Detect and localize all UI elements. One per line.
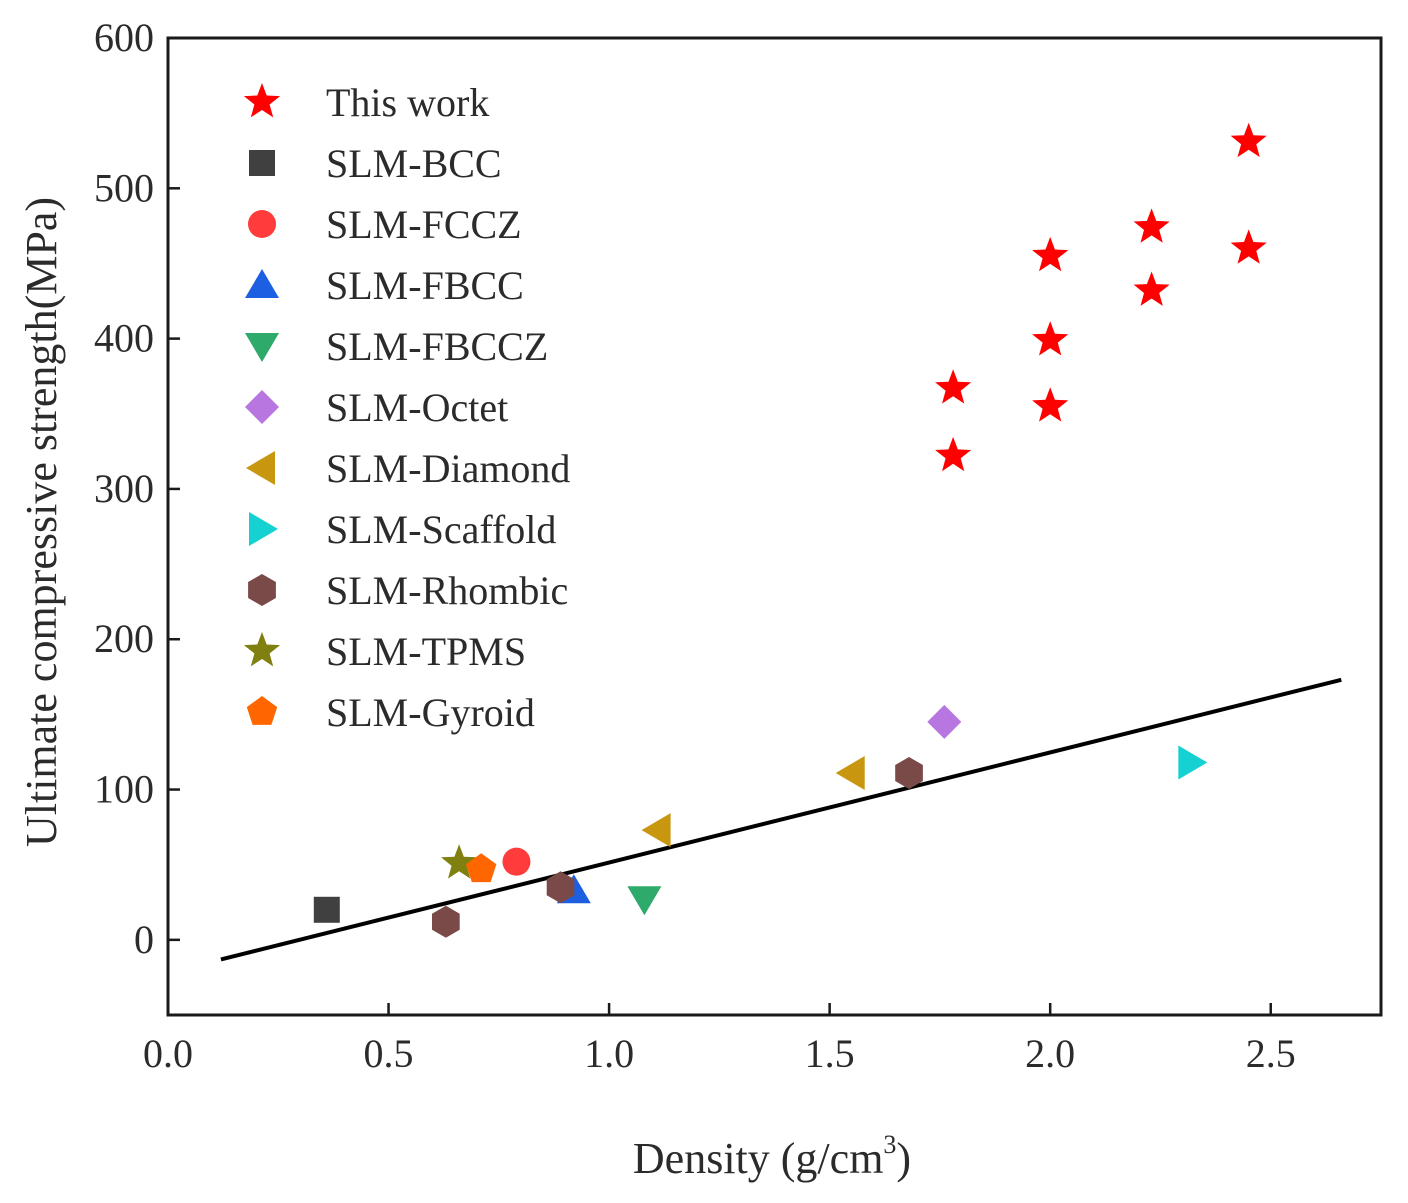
legend-label-slm-fccz: SLM-FCCZ bbox=[326, 202, 522, 247]
legend-marker-slm-fccz bbox=[248, 210, 276, 238]
legend-label-slm-bcc: SLM-BCC bbox=[326, 141, 502, 186]
fit-line bbox=[220, 677, 1342, 962]
legend-label-slm-tpms: SLM-TPMS bbox=[326, 629, 526, 674]
x-tick-label: 0.0 bbox=[143, 1031, 193, 1076]
point-slm-tpms bbox=[441, 844, 478, 879]
point-slm-octet bbox=[927, 704, 962, 739]
axis-ticks: 0.0 0.5 1.0 1.5 2.0 2.5 0 100 200 300 400 500 600 bbox=[94, 15, 1296, 1076]
point-slm-rhombic bbox=[432, 905, 460, 938]
x-axis-label-sup: 3 bbox=[883, 1130, 896, 1159]
point-slm-rhombic bbox=[546, 871, 575, 904]
y-axis-label: Ultimate compressive strength(MPa) bbox=[17, 197, 66, 847]
point-slm-fbccz bbox=[627, 886, 662, 916]
point-this-work bbox=[935, 436, 972, 472]
y-tick-label: 0 bbox=[134, 917, 154, 962]
point-this-work bbox=[1133, 208, 1170, 243]
legend-label-slm-fbccz: SLM-FBCCZ bbox=[326, 324, 548, 369]
data-points bbox=[313, 122, 1267, 938]
x-tick-label: 2.0 bbox=[1025, 1031, 1075, 1076]
legend-marker-slm-fbccz bbox=[245, 333, 279, 362]
point-slm-gyroid bbox=[466, 853, 497, 883]
y-tick-label: 300 bbox=[94, 466, 154, 511]
legend-marker-slm-gyroid bbox=[246, 696, 278, 725]
point-slm-rhombic bbox=[895, 757, 923, 789]
point-slm-diamond bbox=[641, 813, 671, 848]
legend-marker-this-work bbox=[243, 83, 281, 118]
point-this-work bbox=[1230, 229, 1267, 264]
legend-label-this-work: This work bbox=[326, 80, 489, 125]
x-axis-label-main: Density (g/cm bbox=[633, 1134, 884, 1183]
point-this-work bbox=[1230, 122, 1267, 158]
y-tick-label: 400 bbox=[94, 316, 154, 361]
point-this-work bbox=[935, 369, 972, 404]
legend-marker-slm-diamond bbox=[246, 451, 275, 485]
point-this-work bbox=[1133, 271, 1170, 306]
point-this-work bbox=[1032, 321, 1069, 356]
x-tick-label: 1.5 bbox=[805, 1031, 855, 1076]
fit-line-group bbox=[220, 677, 1342, 962]
plot-frame bbox=[166, 36, 1383, 1017]
legend-marker-slm-scaffold bbox=[249, 512, 278, 546]
y-tick-label: 500 bbox=[94, 165, 154, 210]
x-tick-label: 1.0 bbox=[584, 1031, 634, 1076]
legend-marker-slm-fbcc bbox=[245, 269, 279, 298]
point-slm-scaffold bbox=[1178, 745, 1208, 780]
x-tick-label: 2.5 bbox=[1246, 1031, 1296, 1076]
point-slm-fccz bbox=[502, 847, 531, 876]
legend-label-slm-scaffold: SLM-Scaffold bbox=[326, 507, 556, 552]
y-tick-label: 200 bbox=[94, 616, 154, 661]
x-axis-label-end: ) bbox=[896, 1134, 911, 1183]
y-tick-label: 100 bbox=[94, 767, 154, 812]
x-axis-label: Density (g/cm3) bbox=[633, 1130, 911, 1183]
legend-marker-slm-bcc bbox=[249, 150, 275, 176]
legend: This work SLM-BCC SLM-FCCZ SLM-FBCC SLM-FBCC… bbox=[243, 80, 570, 735]
legend-label-slm-diamond: SLM-Diamond bbox=[326, 446, 570, 491]
legend-marker-slm-octet bbox=[245, 390, 279, 424]
legend-marker-slm-tpms bbox=[243, 632, 281, 667]
y-tick-label: 600 bbox=[94, 15, 154, 60]
legend-label-slm-rhombic: SLM-Rhombic bbox=[326, 568, 568, 613]
x-tick-label: 0.5 bbox=[364, 1031, 414, 1076]
legend-marker-slm-rhombic bbox=[248, 574, 276, 606]
point-slm-bcc bbox=[313, 896, 340, 923]
legend-label-slm-fbcc: SLM-FBCC bbox=[326, 263, 524, 308]
point-this-work bbox=[1032, 387, 1069, 422]
legend-label-slm-gyroid: SLM-Gyroid bbox=[326, 690, 535, 735]
point-this-work bbox=[1032, 236, 1069, 272]
point-slm-diamond bbox=[835, 756, 865, 790]
legend-label-slm-octet: SLM-Octet bbox=[326, 385, 508, 430]
